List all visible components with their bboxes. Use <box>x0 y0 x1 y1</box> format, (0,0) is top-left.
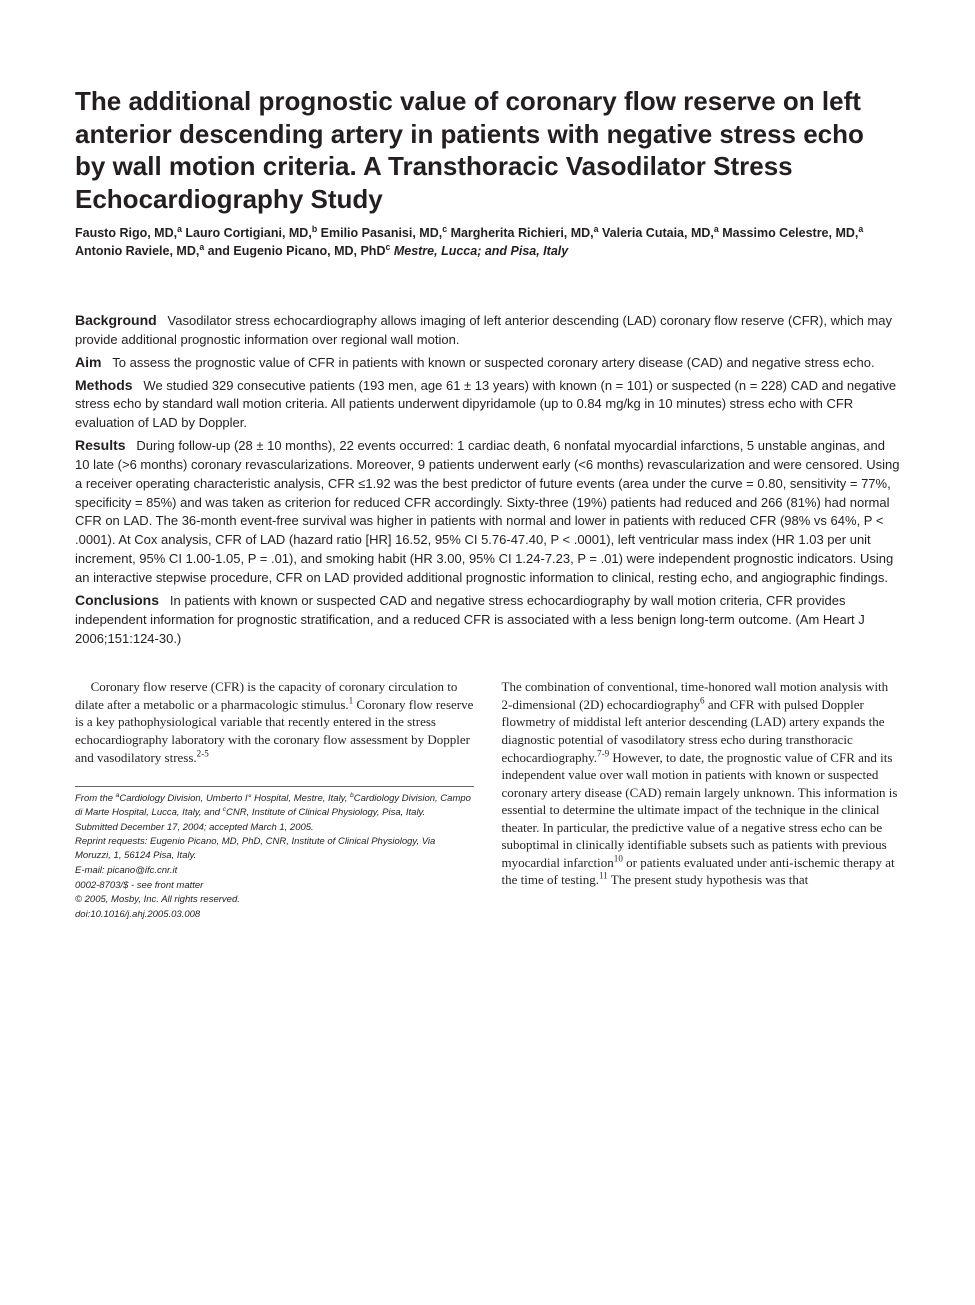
body-paragraph-right: The combination of conventional, time-ho… <box>502 678 901 889</box>
footer-email: E-mail: picano@ifc.cnr.it <box>75 864 474 878</box>
abstract-results-text: During follow-up (28 ± 10 months), 22 ev… <box>75 438 899 585</box>
abstract-background-text: Vasodilator stress echocardiography allo… <box>75 313 892 347</box>
body-column-right: The combination of conventional, time-ho… <box>502 678 901 923</box>
footer-copyright: © 2005, Mosby, Inc. All rights reserved. <box>75 893 474 907</box>
footer-submitted: Submitted December 17, 2004; accepted Ma… <box>75 821 474 835</box>
footer-doi: doi:10.1016/j.ahj.2005.03.008 <box>75 908 474 922</box>
abstract-conclusions: Conclusions In patients with known or su… <box>75 590 900 649</box>
abstract-conclusions-label: Conclusions <box>75 592 159 608</box>
article-title: The additional prognostic value of coron… <box>75 85 900 215</box>
footer-reprint: Reprint requests: Eugenio Picano, MD, Ph… <box>75 835 474 863</box>
abstract-methods-text: We studied 329 consecutive patients (193… <box>75 378 896 431</box>
footer-issn: 0002-8703/$ - see front matter <box>75 879 474 893</box>
abstract-results: Results During follow-up (28 ± 10 months… <box>75 435 900 588</box>
abstract-background-label: Background <box>75 312 157 328</box>
article-authors: Fausto Rigo, MD,a Lauro Cortigiani, MD,b… <box>75 225 900 260</box>
footer-from: From the aCardiology Division, Umberto I… <box>75 792 474 820</box>
abstract-background: Background Vasodilator stress echocardio… <box>75 310 900 350</box>
abstract-block: Background Vasodilator stress echocardio… <box>75 310 900 648</box>
abstract-aim: Aim To assess the prognostic value of CF… <box>75 352 900 373</box>
abstract-aim-text: To assess the prognostic value of CFR in… <box>112 355 874 370</box>
body-column-left: Coronary flow reserve (CFR) is the capac… <box>75 678 474 923</box>
abstract-methods: Methods We studied 329 consecutive patie… <box>75 375 900 434</box>
body-paragraph-left: Coronary flow reserve (CFR) is the capac… <box>75 678 474 766</box>
abstract-results-label: Results <box>75 437 126 453</box>
abstract-aim-label: Aim <box>75 354 101 370</box>
abstract-conclusions-text: In patients with known or suspected CAD … <box>75 593 865 646</box>
body-columns: Coronary flow reserve (CFR) is the capac… <box>75 678 900 923</box>
abstract-methods-label: Methods <box>75 377 133 393</box>
article-footer: From the aCardiology Division, Umberto I… <box>75 786 474 922</box>
